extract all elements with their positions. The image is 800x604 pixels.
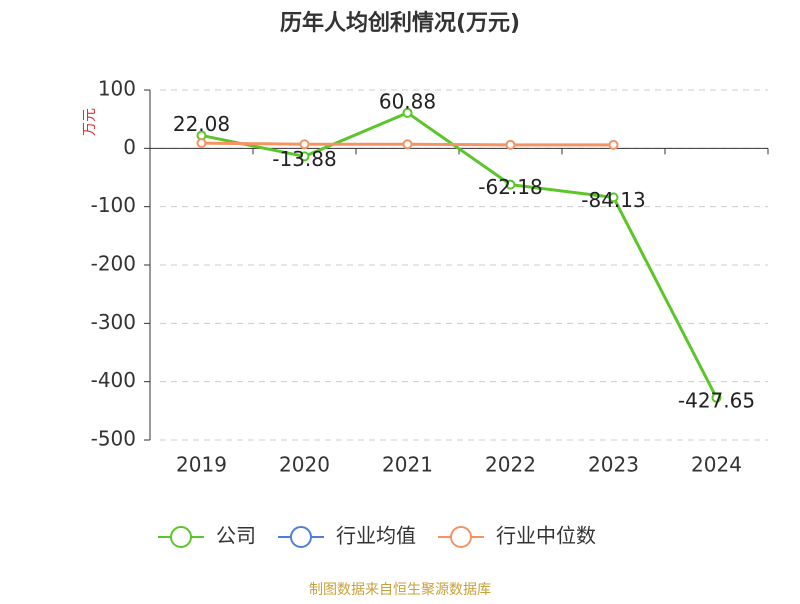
series-line bbox=[201, 111, 718, 399]
point bbox=[299, 151, 310, 162]
x-tick-label: 2021 bbox=[382, 453, 433, 477]
data-label: 22.08 bbox=[173, 112, 230, 136]
x-tick-label: 2019 bbox=[176, 453, 227, 477]
y-tick-label: -300 bbox=[91, 310, 136, 334]
point bbox=[402, 139, 413, 150]
y-tick-label: -200 bbox=[91, 252, 136, 276]
legend-label: 公司 bbox=[216, 524, 256, 548]
chart-title: 历年人均创利情况(万元) bbox=[280, 10, 520, 36]
data-label: -13.88 bbox=[272, 147, 336, 171]
y-tick-label: -400 bbox=[91, 368, 136, 392]
legend-label: 行业均值 bbox=[336, 524, 416, 548]
x-tick-label: 2020 bbox=[279, 453, 330, 477]
point bbox=[711, 392, 722, 403]
y-tick-label: -500 bbox=[91, 427, 136, 451]
legend-marker bbox=[290, 526, 312, 548]
legend-label: 行业中位数 bbox=[496, 524, 596, 548]
point bbox=[608, 139, 619, 150]
data-label: -427.65 bbox=[678, 388, 755, 412]
data-label: -84.13 bbox=[581, 188, 645, 212]
point bbox=[196, 138, 207, 149]
data-label: -62.18 bbox=[478, 175, 542, 199]
x-tick-label: 2024 bbox=[691, 453, 742, 477]
point bbox=[402, 107, 413, 118]
y-tick-label: -100 bbox=[91, 193, 136, 217]
y-tick-label: 0 bbox=[123, 135, 136, 159]
y-tick-label: 100 bbox=[98, 77, 136, 101]
x-tick-label: 2022 bbox=[485, 453, 536, 477]
y-axis-label: 万元 bbox=[82, 108, 98, 136]
legend-marker bbox=[170, 526, 192, 548]
data-label: 60.88 bbox=[379, 89, 436, 113]
legend-marker bbox=[450, 526, 472, 548]
point bbox=[299, 139, 310, 150]
x-tick-label: 2023 bbox=[588, 453, 639, 477]
point bbox=[505, 179, 516, 190]
source: 制图数据来自恒生聚源数据库 bbox=[309, 582, 491, 598]
point bbox=[505, 139, 516, 150]
point bbox=[608, 192, 619, 203]
